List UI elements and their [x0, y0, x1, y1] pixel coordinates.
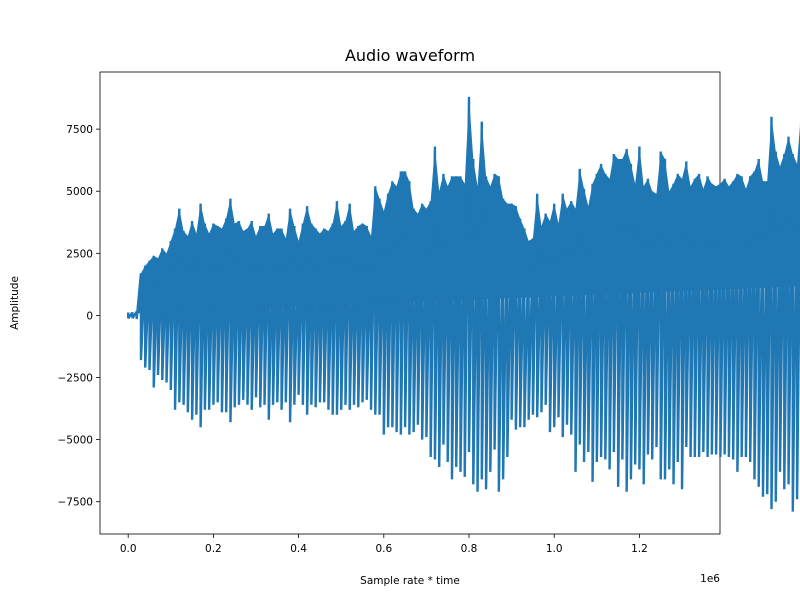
x-tick-label-5: 1.0	[546, 543, 563, 555]
y-tick-label-2: −2500	[57, 373, 93, 385]
x-axis-offset-label: 1e6	[700, 573, 720, 585]
waveform-series-fill-lower	[128, 195, 800, 314]
x-tick-label-2: 0.4	[290, 543, 307, 555]
y-tick-label-0: −7500	[57, 497, 93, 509]
y-tick-label-5: 5000	[66, 186, 93, 198]
x-tick-label-1: 0.2	[205, 543, 222, 555]
x-axis-label: Sample rate * time	[360, 575, 460, 587]
y-tick-label-1: −5000	[57, 435, 93, 447]
y-tick-label-3: 0	[86, 310, 93, 322]
x-tick-label-4: 0.8	[461, 543, 478, 555]
y-axis: −7500 −5000 −2500 0 2500 5000 7500	[57, 124, 100, 509]
x-tick-label-0: 0.0	[120, 543, 137, 555]
x-axis: 0.0 0.2 0.4 0.6 0.8 1.0 1.2	[120, 534, 648, 555]
chart-title: Audio waveform	[345, 46, 475, 65]
y-tick-label-6: 7500	[66, 124, 93, 136]
y-tick-label-4: 2500	[66, 248, 93, 260]
series-layer	[126, 96, 800, 512]
x-tick-label-6: 1.2	[631, 543, 648, 555]
x-tick-label-3: 0.6	[375, 543, 392, 555]
y-axis-label: Amplitude	[9, 276, 21, 330]
